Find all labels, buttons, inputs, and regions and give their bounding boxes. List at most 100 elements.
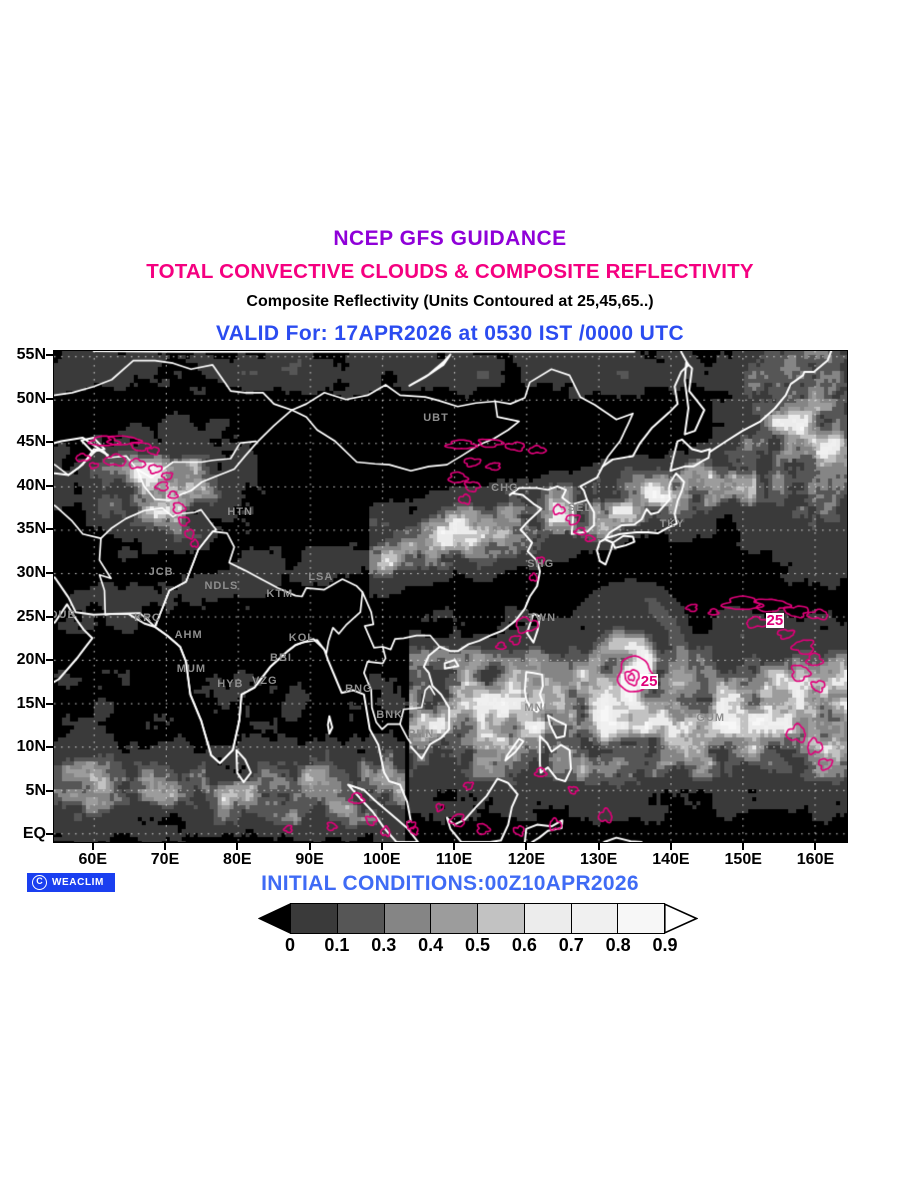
lon-tick-mark [380, 843, 383, 850]
lat-tick-mark [46, 702, 53, 705]
lon-tick-mark [453, 843, 456, 850]
lat-tick-label: 50N [16, 389, 46, 407]
lat-tick-label: 20N [16, 651, 46, 669]
contour-value-label: 25 [765, 612, 785, 630]
map-city-label: KOL [288, 632, 316, 645]
lat-tick-mark [46, 571, 53, 574]
contour-value-label: 25 [639, 672, 659, 690]
lat-tick-mark [46, 441, 53, 444]
map-city-label: DUB [54, 608, 77, 621]
colorbar-swatch [290, 903, 337, 934]
map-city-label: TWN [528, 611, 557, 624]
lat-tick-mark [46, 746, 53, 749]
map-city-label: BNK [376, 709, 404, 722]
lon-tick-label: 70E [150, 851, 180, 868]
colorbar-tick-label: 0.7 [558, 935, 584, 955]
colorbar-swatch [336, 903, 384, 934]
map-city-label: AHM [174, 628, 203, 641]
lon-tick-label: 90E [295, 851, 324, 868]
colorbar-tick-label: 0.3 [371, 935, 397, 955]
lat-tick-label: 55N [16, 346, 46, 364]
page-title-sub: TOTAL CONVECTIVE CLOUDS & COMPOSITE REFL… [146, 260, 754, 283]
colorbar-swatch [383, 903, 431, 934]
lon-tick-label: 100E [363, 851, 401, 868]
lon-tick-label: 150E [724, 851, 762, 868]
colorbar-swatches [290, 903, 665, 934]
lat-tick-mark [46, 484, 53, 487]
colorbar-tick-labels: 0 0.1 0.3 0.4 0.5 0.6 0.7 0.8 0.9 [258, 934, 698, 956]
lon-tick-label: 80E [223, 851, 252, 868]
colorbar-tick-label: 0.4 [418, 935, 444, 955]
initial-conditions-label: INITIAL CONDITIONS:00Z10APR2026 [261, 872, 639, 895]
map-city-label: PHN [408, 728, 435, 741]
colorbar-tick-label: 0.8 [605, 935, 631, 955]
map-city-label: HTN [227, 506, 253, 519]
reflectivity-map-canvas[interactable] [54, 351, 847, 842]
colorbar-swatch [617, 903, 665, 934]
lat-tick-mark [46, 659, 53, 662]
colorbar-tick-label: 0.5 [464, 935, 491, 955]
map-city-label: VZG [251, 675, 278, 688]
colorbar-swatch [477, 903, 524, 934]
map-city-label: GUM [696, 711, 726, 724]
map-city-label: SHG [527, 557, 555, 570]
colorbar-tick-label: 0.9 [652, 935, 678, 955]
map-container[interactable]: UBT HTN LSA SHG TKY SEL DUB KRC JCB NDLS KTM AHM MUM… [53, 350, 848, 843]
lat-tick-mark [46, 528, 53, 531]
lat-tick-label: 35N [16, 520, 46, 538]
colorbar-tick-label: 0.6 [511, 935, 537, 955]
lon-tick-label: 160E [796, 851, 835, 868]
map-city-label: LSA [308, 570, 334, 583]
map-frame: UBT HTN LSA SHG TKY SEL DUB KRC JCB NDLS KTM AHM MUM… [53, 350, 848, 843]
lon-tick-mark [164, 843, 167, 850]
weaclim-logo-label: WEACLIM [52, 877, 104, 888]
lon-tick-mark [525, 843, 528, 850]
map-city-label: KTM [266, 588, 294, 601]
page-title-units: Composite Reflectivity (Units Contoured … [246, 293, 654, 310]
lon-tick-mark [742, 843, 745, 850]
map-city-label: TKY [659, 518, 685, 531]
lon-tick-label: 120E [507, 851, 546, 868]
lon-tick-label: 110E [435, 851, 473, 868]
map-city-label: MNL [524, 702, 552, 715]
lat-tick-label: 25N [16, 607, 46, 625]
lat-tick-mark [46, 615, 53, 618]
map-city-label: MUM [176, 662, 207, 675]
colorbar-tick-label: 0.1 [324, 935, 350, 955]
colorbar-right-cap [664, 903, 698, 934]
lat-tick-mark [46, 397, 53, 400]
weaclim-logo[interactable]: C WEACLIM [27, 873, 115, 892]
lon-tick-mark [597, 843, 600, 850]
lat-tick-label: 15N [16, 694, 46, 712]
copyright-icon: C [32, 875, 47, 890]
page-title-valid: VALID For: 17APR2026 at 0530 IST /0000 U… [215, 322, 685, 345]
colorbar-swatch [570, 903, 618, 934]
colorbar-swatch [430, 903, 477, 934]
lat-tick-label: 40N [16, 476, 46, 494]
colorbar-tick-label: 0 [284, 935, 295, 955]
map-city-label: NDLS [204, 580, 239, 593]
colorbar-left-cap [258, 903, 291, 934]
lat-tick-label: 30N [16, 563, 46, 581]
lat-tick-mark [46, 833, 53, 836]
lon-tick-mark [814, 843, 817, 850]
map-city-label: BBI [270, 652, 292, 665]
lat-tick-label: EQ [22, 825, 46, 843]
lon-tick-label: 130E [579, 851, 618, 868]
lon-tick-mark [308, 843, 311, 850]
map-city-label: UBT [423, 412, 449, 425]
lat-tick-label: 10N [16, 738, 46, 756]
colorbar: 0 0.1 0.3 0.4 0.5 0.6 0.7 0.8 0.9 [258, 903, 698, 955]
lon-tick-mark [91, 843, 94, 850]
lat-tick-mark [46, 354, 53, 357]
map-city-label: SEL [567, 501, 593, 514]
map-city-label: RNG [345, 682, 373, 695]
map-city-label: JCB [148, 566, 174, 579]
lat-tick-label: 45N [16, 433, 46, 451]
page-title-main: NCEP GFS GUIDANCE [333, 227, 567, 250]
lat-tick-label: 5N [25, 781, 46, 799]
lon-tick-label: 60E [78, 851, 107, 868]
lon-tick-label: 140E [652, 851, 690, 868]
lon-tick-mark [669, 843, 672, 850]
